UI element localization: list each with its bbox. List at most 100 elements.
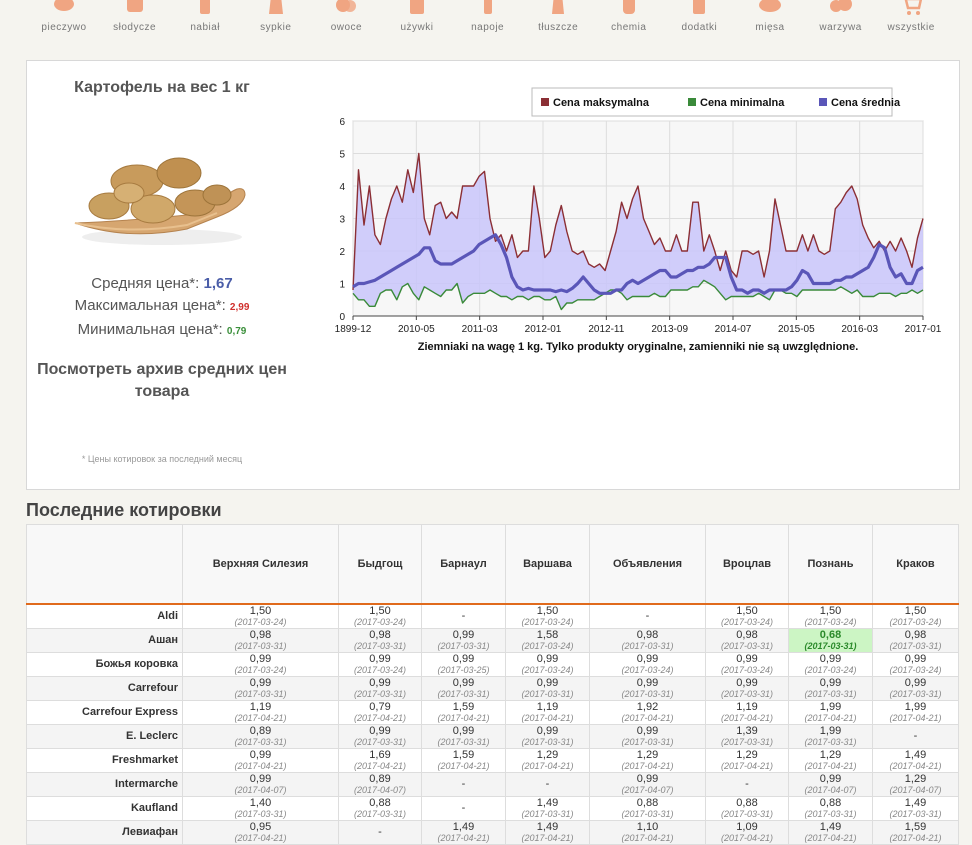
price-date: (2017-04-21): [437, 832, 490, 843]
price-date: (2017-04-21): [621, 832, 674, 843]
price-cell: -: [705, 772, 789, 797]
price-date: (2017-03-31): [437, 688, 490, 699]
series-line-avg: [352, 233, 924, 295]
price-date: (2017-03-31): [889, 688, 942, 699]
category-6[interactable]: napoje: [453, 0, 523, 40]
price-cell: 0,99 (2017-03-31): [421, 724, 506, 749]
price-cell: -: [872, 724, 959, 749]
category-nav: pieczywo słodycze nabiał sypkie owoce używki n…: [0, 0, 972, 40]
price-date: (2017-03-31): [889, 640, 942, 651]
price-cell: 1,29 (2017-04-21): [705, 748, 789, 773]
price-value: 0,99: [249, 676, 272, 689]
price-cell: 0,99 (2017-03-24): [589, 652, 706, 677]
price-date: (2017-03-31): [437, 640, 490, 651]
max-price-label: Максимальная цена*:: [74, 297, 226, 314]
category-9[interactable]: dodatki: [664, 0, 734, 40]
category-1[interactable]: słodycze: [100, 0, 170, 40]
price-value: 0,99: [536, 652, 559, 665]
price-date: (2017-04-07): [353, 784, 407, 795]
column-header[interactable]: Краков: [872, 524, 959, 605]
price-cell: -: [421, 772, 506, 797]
price-value: 0,99: [904, 676, 927, 689]
price-value: 0,99: [536, 724, 559, 737]
table-row: Kaufland 1,40 (2017-03-31) 0,88 (2017-03-31)…: [26, 796, 959, 821]
column-header[interactable]: Объявления: [589, 524, 706, 605]
category-11[interactable]: warzywa: [806, 0, 876, 40]
category-label: chemia: [611, 22, 647, 33]
table-row: Freshmarket 0,99 (2017-04-21) 1,69 (2017-04-…: [26, 748, 959, 773]
price-date: (2017-04-21): [521, 760, 574, 771]
column-header[interactable]: Познань: [788, 524, 873, 605]
price-date: (2017-03-31): [521, 736, 574, 747]
category-10[interactable]: mięsa: [735, 0, 805, 40]
category-12[interactable]: wszystkie: [876, 0, 946, 40]
price-value: 0,99: [369, 676, 391, 689]
y-tick-label: 1: [339, 280, 345, 291]
category-label: owoce: [330, 22, 363, 33]
column-header[interactable]: Верхняя Силезия: [182, 524, 339, 605]
store-name[interactable]: Freshmarket: [26, 748, 183, 773]
price-cell: 1,39 (2017-03-31): [705, 724, 789, 749]
price-date: (2017-03-31): [804, 808, 857, 819]
store-name[interactable]: Carrefour: [26, 676, 183, 701]
category-8[interactable]: chemia: [594, 0, 664, 40]
price-value: 1,50: [249, 604, 272, 617]
legend-box: [531, 87, 893, 117]
table-row: Божья коровка 0,99 (2017-03-24) 0,99 (2017-0…: [26, 652, 959, 677]
price-value: -: [913, 730, 918, 742]
price-date: (2017-03-31): [234, 808, 287, 819]
price-cell: 1,50 (2017-03-24): [182, 603, 339, 629]
category-label: używki: [400, 22, 434, 33]
price-value: 0,99: [736, 676, 758, 689]
category-label: mięsa: [755, 22, 785, 33]
column-header[interactable]: Барнаул: [421, 524, 506, 605]
archive-link[interactable]: Посмотреть архив средних цен товара: [37, 359, 287, 403]
price-cell: 1,99 (2017-03-31): [788, 724, 873, 749]
store-name[interactable]: Левиафан: [26, 820, 183, 845]
price-date: (2017-03-31): [720, 640, 774, 651]
legend-swatch: [819, 98, 827, 106]
category-4[interactable]: owoce: [311, 0, 381, 40]
price-value: 0,89: [249, 724, 272, 737]
category-7[interactable]: tłuszcze: [523, 0, 593, 40]
price-value: 1,29: [536, 748, 559, 761]
category-label: wszystkie: [887, 22, 935, 33]
table-row: Aldi 1,50 (2017-03-24) 1,50 (2017-03-24) -1,5…: [26, 603, 959, 629]
store-name[interactable]: Божья коровка: [26, 652, 183, 677]
x-tick-label: 2011-03: [462, 324, 498, 335]
price-date: (2017-03-31): [621, 736, 674, 747]
price-value: 1,50: [536, 604, 559, 617]
price-date: (2017-03-31): [437, 736, 490, 747]
column-header[interactable]: Быдгощ: [338, 524, 422, 605]
price-cell: 0,98 (2017-03-31): [589, 628, 706, 653]
price-date: (2017-04-21): [720, 832, 774, 843]
category-2[interactable]: nabiał: [170, 0, 240, 40]
price-cell: 1,19 (2017-04-21): [505, 700, 590, 725]
category-3[interactable]: sypkie: [241, 0, 311, 40]
max-price-value: 2,99: [229, 302, 250, 313]
price-cell: 0,99 (2017-03-31): [421, 676, 506, 701]
store-name[interactable]: Carrefour Express: [26, 700, 183, 725]
store-name[interactable]: Kaufland: [26, 796, 183, 821]
store-name[interactable]: E. Leclerc: [26, 724, 183, 749]
column-header[interactable]: Варшава: [505, 524, 590, 605]
potatoes-on-board-icon: [74, 157, 246, 245]
price-cell: 0,99 (2017-03-24): [338, 652, 422, 677]
price-cell: 1,50 (2017-03-24): [705, 603, 789, 629]
store-name[interactable]: Aldi: [26, 603, 183, 629]
category-5[interactable]: używki: [382, 0, 452, 40]
flour-icon: [268, 0, 283, 14]
avg-price-value: 1,67: [203, 275, 233, 292]
column-header[interactable]: Вроцлав: [705, 524, 789, 605]
category-0[interactable]: pieczywo: [29, 0, 99, 40]
price-date: (2017-04-21): [234, 760, 287, 771]
price-date: (2017-03-24): [889, 664, 942, 675]
chemicals-icon: [622, 0, 635, 14]
price-value: 1,49: [904, 748, 927, 761]
candy-icon: [126, 0, 143, 12]
price-value: 0,88: [369, 796, 391, 809]
table-row: Carrefour Express 1,19 (2017-04-21) 0,79 (20…: [26, 700, 959, 725]
price-cell: 1,99 (2017-04-21): [872, 700, 959, 725]
store-name[interactable]: Ашан: [26, 628, 183, 653]
store-name[interactable]: Intermarche: [26, 772, 183, 797]
